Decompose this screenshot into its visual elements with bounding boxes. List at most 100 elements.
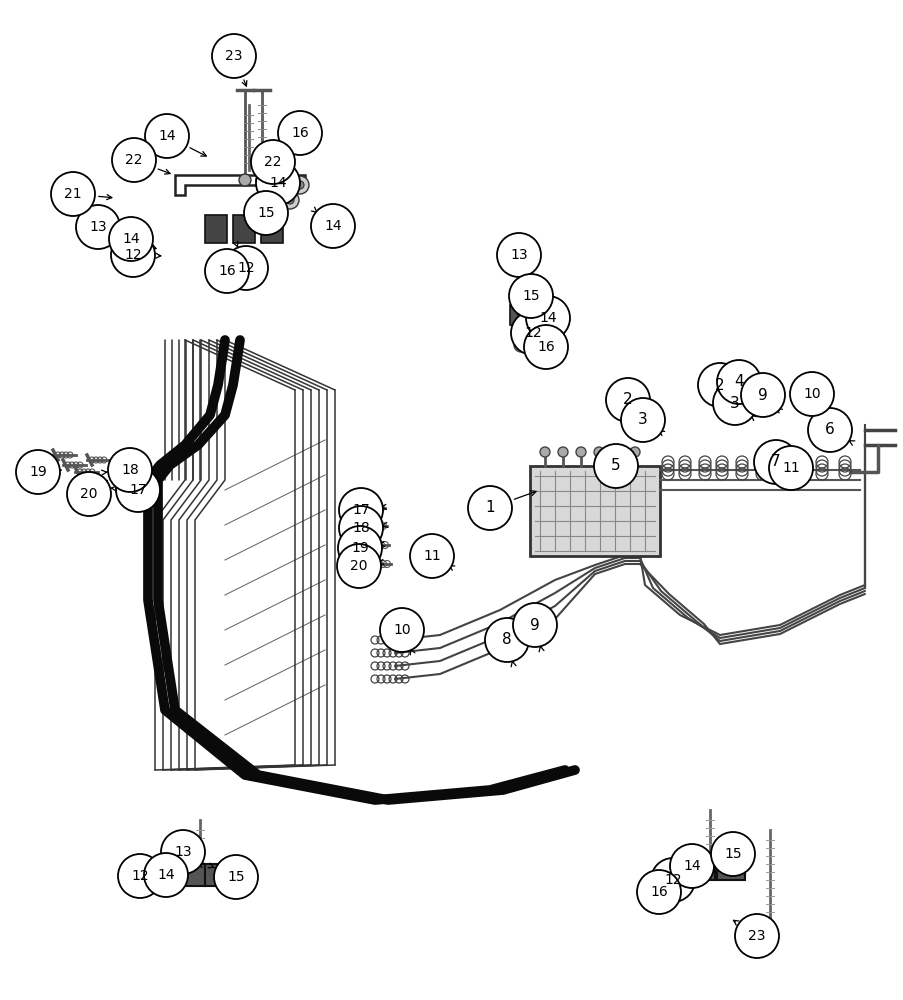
Circle shape (111, 233, 154, 277)
Circle shape (16, 450, 60, 494)
Bar (261, 215, 283, 243)
Circle shape (337, 544, 380, 588)
Text: 20: 20 (80, 487, 98, 501)
Circle shape (109, 217, 153, 261)
Text: 13: 13 (174, 845, 191, 859)
Text: 22: 22 (264, 155, 282, 169)
Circle shape (76, 205, 120, 249)
Circle shape (593, 447, 603, 457)
Circle shape (256, 161, 300, 205)
Text: 4: 4 (733, 374, 743, 389)
Text: 19: 19 (350, 541, 368, 555)
Circle shape (214, 855, 257, 899)
Circle shape (112, 138, 156, 182)
Circle shape (281, 191, 299, 209)
Circle shape (716, 360, 760, 404)
Circle shape (524, 325, 567, 369)
Text: 12: 12 (524, 326, 541, 340)
Bar (205, 215, 227, 243)
Text: 15: 15 (723, 847, 741, 861)
Text: 14: 14 (269, 176, 286, 190)
Text: 9: 9 (758, 387, 767, 402)
Circle shape (753, 440, 797, 484)
Text: 3: 3 (638, 412, 647, 428)
Circle shape (256, 174, 267, 186)
Circle shape (339, 488, 383, 532)
Circle shape (611, 447, 621, 457)
Circle shape (261, 199, 279, 217)
Circle shape (514, 323, 527, 337)
Text: 18: 18 (121, 463, 139, 477)
Bar (686, 858, 714, 880)
Circle shape (669, 844, 713, 888)
Circle shape (51, 172, 95, 216)
Text: 18: 18 (352, 521, 369, 535)
Circle shape (410, 534, 453, 578)
Text: 14: 14 (538, 311, 556, 325)
Text: 11: 11 (423, 549, 441, 563)
Bar (716, 858, 744, 880)
Bar (233, 215, 255, 243)
Text: 2: 2 (714, 377, 724, 392)
Circle shape (711, 832, 754, 876)
Text: 8: 8 (502, 633, 511, 648)
Circle shape (107, 448, 152, 492)
Circle shape (67, 472, 111, 516)
Text: 14: 14 (683, 859, 700, 873)
Circle shape (281, 166, 289, 174)
Text: 3: 3 (730, 395, 739, 410)
Circle shape (468, 486, 511, 530)
Text: 14: 14 (158, 129, 175, 143)
Text: 1: 1 (485, 500, 494, 516)
Text: 16: 16 (536, 340, 554, 354)
Text: 15: 15 (256, 206, 275, 220)
Text: 6: 6 (824, 422, 834, 438)
Text: 23: 23 (225, 49, 243, 63)
Circle shape (637, 870, 680, 914)
Text: 21: 21 (64, 187, 82, 201)
Text: 23: 23 (748, 929, 765, 943)
Circle shape (510, 311, 554, 355)
Text: 17: 17 (352, 503, 369, 517)
Circle shape (789, 372, 833, 416)
Bar (529, 466, 659, 556)
Bar (509, 305, 535, 325)
Text: 15: 15 (227, 870, 245, 884)
Text: 13: 13 (509, 248, 527, 262)
Text: 22: 22 (126, 153, 143, 167)
Text: 15: 15 (522, 289, 539, 303)
Circle shape (311, 204, 355, 248)
Text: 11: 11 (781, 461, 799, 475)
Circle shape (379, 608, 424, 652)
Circle shape (629, 447, 639, 457)
Text: 2: 2 (622, 392, 632, 408)
Circle shape (620, 398, 665, 442)
Text: 10: 10 (393, 623, 410, 637)
Text: 20: 20 (349, 559, 368, 573)
Circle shape (116, 468, 160, 512)
Circle shape (251, 140, 294, 184)
Circle shape (605, 378, 649, 422)
Circle shape (244, 191, 288, 235)
Text: 9: 9 (529, 617, 539, 633)
Text: 10: 10 (802, 387, 820, 401)
Text: 7: 7 (770, 454, 780, 470)
Circle shape (144, 114, 189, 158)
Circle shape (161, 830, 205, 874)
Text: 13: 13 (89, 220, 107, 234)
Circle shape (807, 408, 851, 452)
Circle shape (339, 506, 383, 550)
Circle shape (205, 249, 248, 293)
Circle shape (295, 181, 303, 189)
Circle shape (285, 196, 293, 204)
Circle shape (697, 363, 741, 407)
Circle shape (740, 373, 784, 417)
Text: 12: 12 (664, 873, 681, 887)
Circle shape (526, 296, 570, 340)
Circle shape (557, 447, 567, 457)
Circle shape (253, 153, 271, 171)
Text: 14: 14 (324, 219, 341, 233)
Circle shape (768, 446, 812, 490)
Text: 19: 19 (29, 465, 47, 479)
Circle shape (575, 447, 585, 457)
